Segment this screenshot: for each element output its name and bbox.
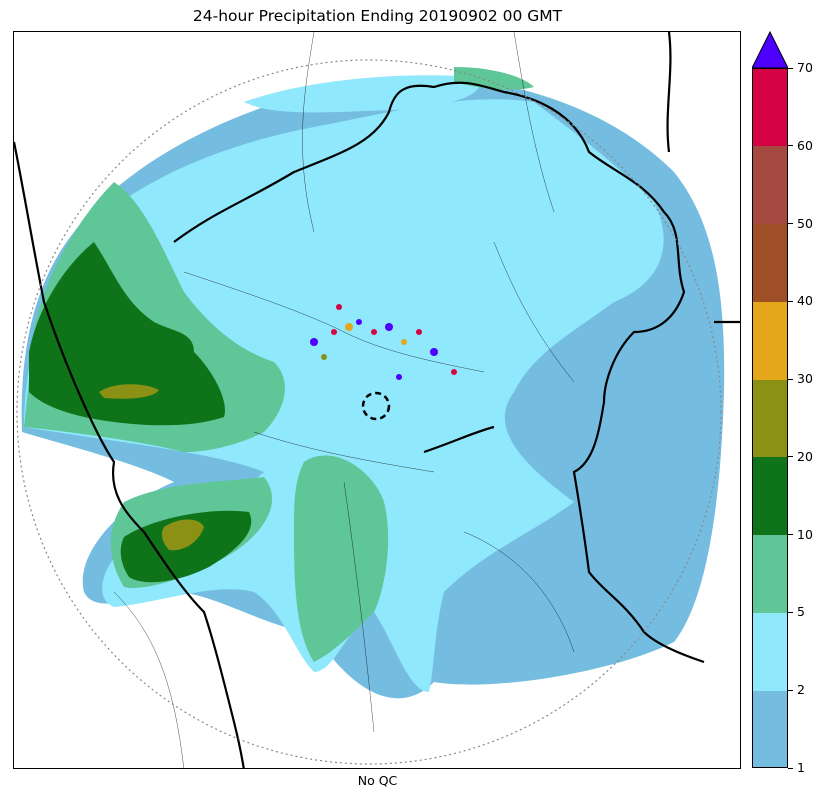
radar-site-marker	[361, 391, 391, 421]
colorbar-segment	[752, 690, 788, 769]
colorbar-segment	[752, 145, 788, 225]
colorbar-tick-label: 40	[797, 293, 813, 309]
colorbar-tick-label: 5	[797, 604, 805, 620]
colorbar-tick	[788, 223, 793, 225]
colorbar-extend-arrow	[752, 31, 788, 69]
colorbar-tick	[788, 456, 793, 458]
colorbar-segment	[752, 379, 788, 458]
x-axis-label: No QC	[357, 773, 398, 788]
colorbar-tick	[788, 611, 793, 613]
colorbar-tick-label: 50	[797, 215, 813, 231]
colorbar-tick-label: 1	[797, 760, 805, 775]
radar-range-ring	[16, 59, 722, 765]
colorbar-tick	[788, 378, 793, 380]
colorbar-tick-label: 70	[797, 60, 813, 75]
colorbar-tick	[788, 767, 793, 769]
colorbar-tick-label: 10	[797, 526, 813, 542]
colorbar	[752, 31, 788, 769]
colorbar-tick	[788, 689, 793, 691]
colorbar-segment	[752, 534, 788, 613]
colorbar-tick	[788, 534, 793, 536]
colorbar-tick-label: 20	[797, 448, 813, 464]
admin-borders	[113, 32, 575, 768]
convective-cells	[310, 304, 457, 380]
precip-10-20mm	[29, 242, 225, 426]
colorbar-segment	[752, 612, 788, 691]
chart-title: 24-hour Precipitation Ending 20190902 00…	[192, 7, 563, 25]
precipitation-field	[14, 32, 740, 768]
colorbar-segment	[752, 68, 788, 147]
colorbar-tick-label: 2	[797, 682, 805, 698]
country-borders	[14, 32, 740, 768]
colorbar-segment	[752, 223, 788, 302]
colorbar-segment	[752, 301, 788, 380]
precip-20-30mm	[99, 384, 159, 399]
colorbar-segment	[752, 456, 788, 536]
radar-map	[13, 31, 741, 769]
colorbar-tick	[788, 300, 793, 302]
colorbar-tick	[788, 145, 793, 147]
colorbar-tick-label: 30	[797, 371, 813, 387]
colorbar-tick-label: 60	[797, 137, 813, 153]
colorbar-tick	[788, 67, 793, 69]
